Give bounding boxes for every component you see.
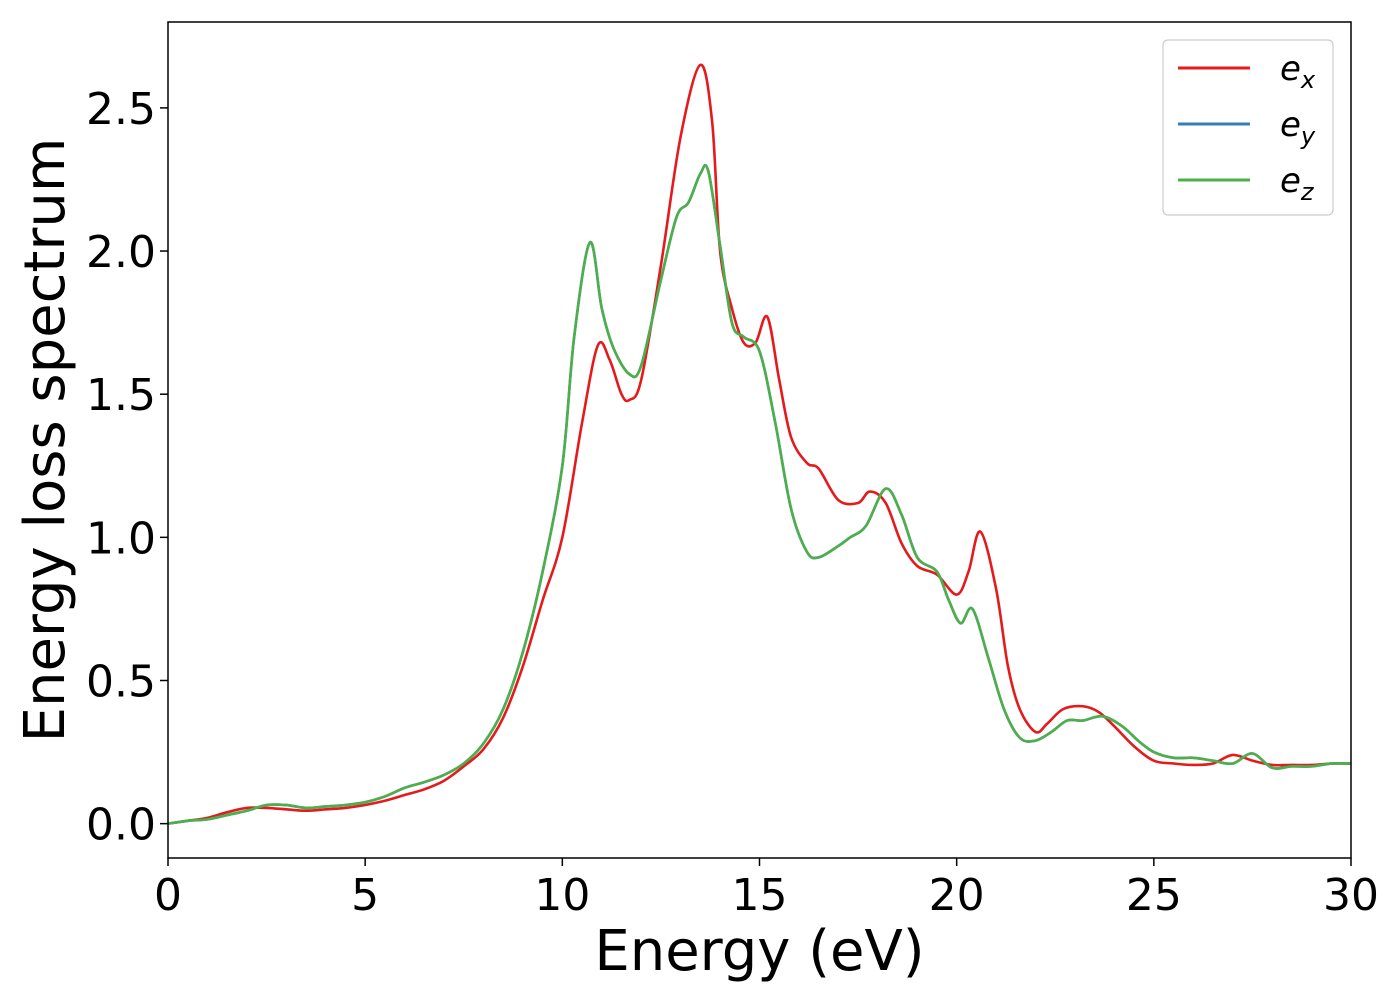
series-line-z [168,163,1351,825]
legend-label-x: ex [1280,49,1316,94]
x-tick-label: 15 [732,870,788,921]
series-layer [168,63,1351,825]
y-tick-label: 2.5 [86,84,156,135]
y-tick-label: 1.0 [86,513,156,564]
y-tick-label: 1.5 [86,370,156,421]
x-axis: 0 5 10 15 20 25 30 [154,858,1379,921]
y-tick-label: 0.5 [86,656,156,707]
legend-label-z: ez [1280,161,1315,206]
x-tick-label: 25 [1126,870,1182,921]
series-line-x [168,63,1351,825]
y-tick-label: 0.0 [86,800,156,851]
x-tick-label: 5 [351,870,379,921]
y-axis: 0.0 0.5 1.0 1.5 2.0 2.5 [86,84,168,851]
legend-label-y: ey [1280,105,1316,150]
x-axis-label: Energy (eV) [594,919,924,984]
y-tick-label: 2.0 [86,227,156,278]
legend: ex ey ez [1162,39,1334,216]
y-axis-label: Energy loss spectrum [13,138,78,743]
x-tick-label: 20 [929,870,985,921]
x-tick-label: 10 [534,870,590,921]
x-tick-label: 30 [1323,870,1379,921]
legend-box [1162,39,1334,216]
x-tick-label: 0 [154,870,182,921]
